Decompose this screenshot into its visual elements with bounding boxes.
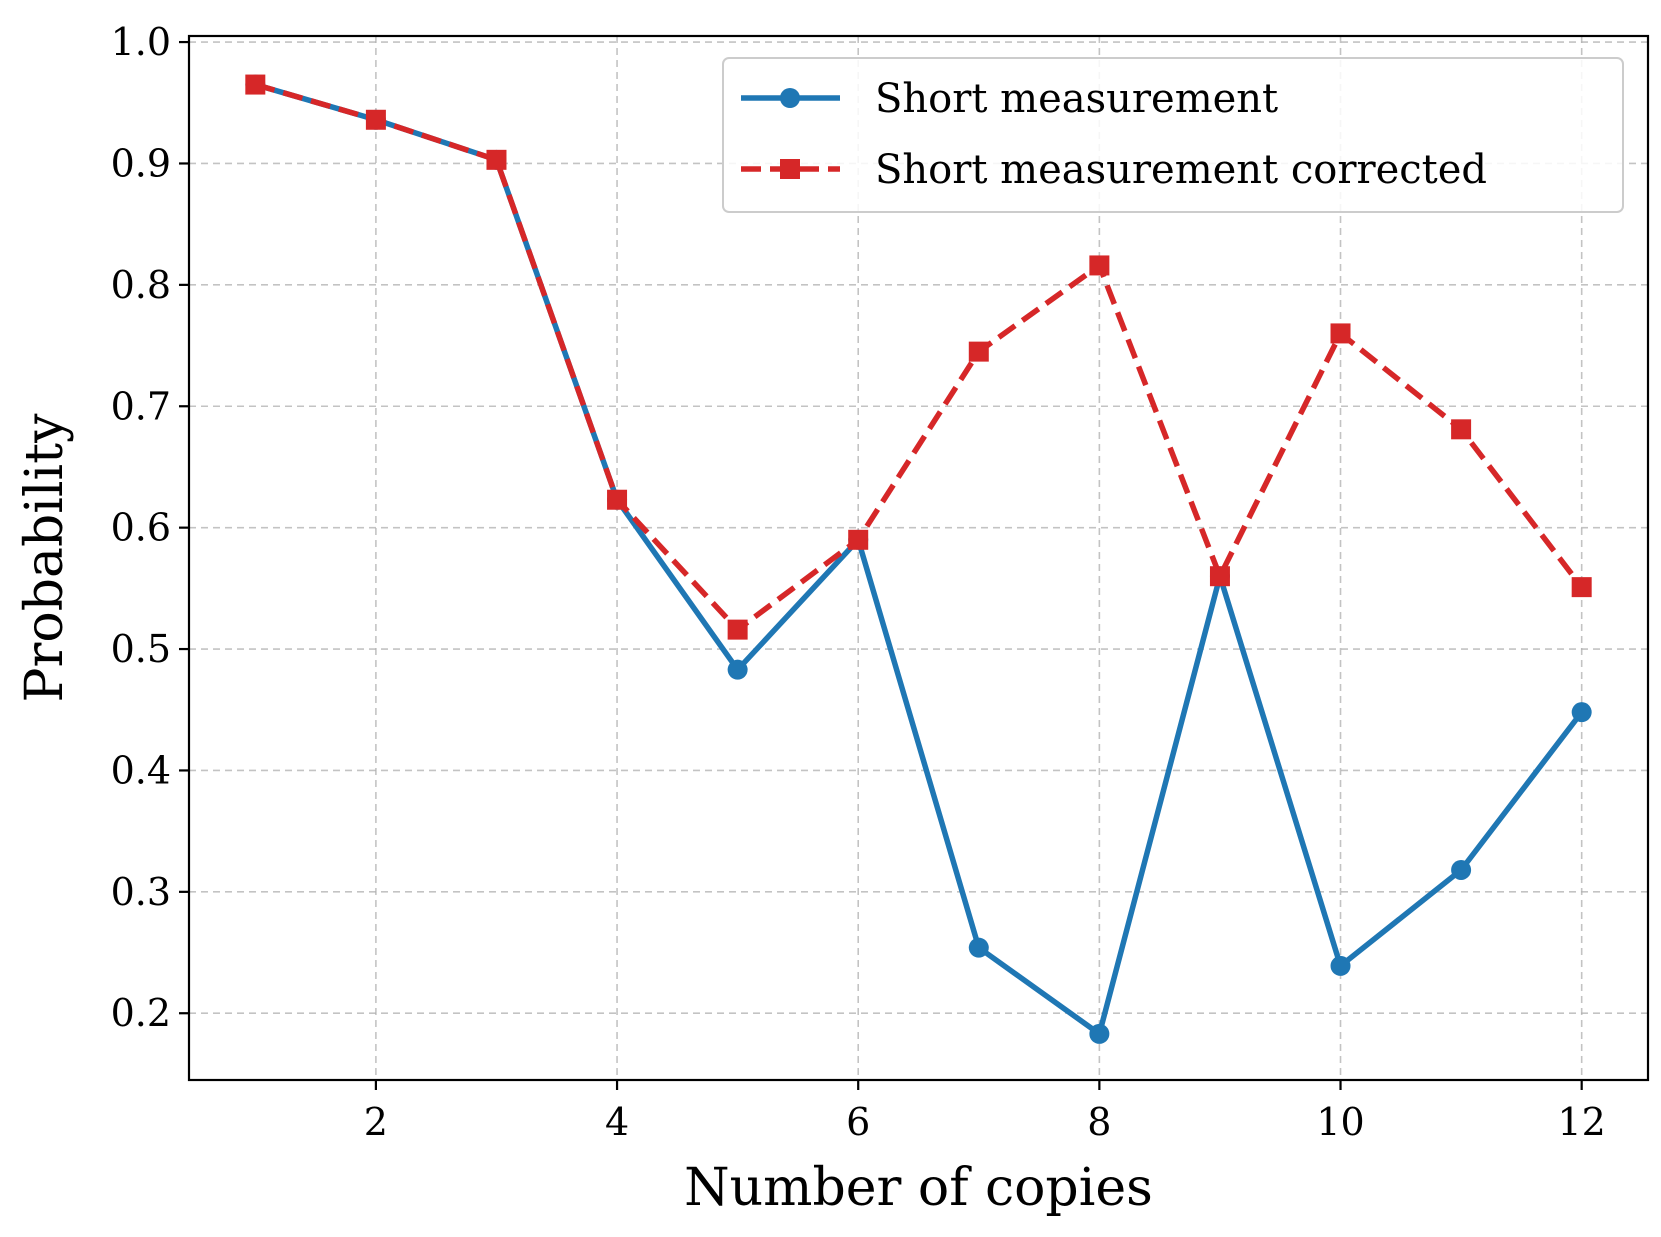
plot-area-frame (187, 34, 1650, 1082)
data-point (968, 341, 989, 362)
series-layer (245, 74, 1592, 1044)
data-point (1571, 577, 1592, 598)
data-point (968, 937, 989, 958)
x-tick-label: 4 (605, 1100, 629, 1144)
data-point (1451, 419, 1472, 440)
x-tick-label: 12 (1558, 1100, 1606, 1144)
legend-entry-1: Short measurement (741, 76, 1278, 122)
data-point (1089, 255, 1110, 276)
data-point (607, 489, 628, 510)
series-2 (245, 74, 1592, 640)
data-point (1571, 702, 1592, 723)
x-tick-label: 8 (1087, 1100, 1111, 1144)
y-tick-label: 0.7 (111, 384, 171, 428)
series-line (254, 81, 1584, 633)
y-tick-label: 0.8 (111, 263, 171, 307)
data-point (486, 149, 507, 170)
y-tick-label: 1.0 (111, 20, 171, 64)
series-line (254, 81, 1584, 1037)
y-tick-label: 0.4 (111, 748, 171, 792)
legend-label: Short measurement (875, 76, 1278, 122)
legend-entries: Short measurement Short measurement corre… (741, 76, 1487, 193)
series-1 (245, 74, 1592, 1044)
data-point (365, 109, 386, 130)
data-point (727, 659, 748, 680)
legend-swatch-marker (780, 159, 800, 179)
x-tick-label: 10 (1316, 1100, 1364, 1144)
y-tick-label: 0.6 (111, 506, 171, 550)
data-point (1330, 955, 1351, 976)
data-point (1451, 859, 1472, 880)
legend: Short measurement Short measurement corre… (722, 57, 1624, 213)
x-tick-label: 2 (364, 1100, 388, 1144)
y-tick-label: 0.5 (111, 627, 171, 671)
y-tick-label: 0.3 (111, 870, 171, 914)
legend-label: Short measurement corrected (875, 147, 1487, 193)
data-point (1209, 566, 1230, 587)
y-tick-label: 0.2 (111, 991, 171, 1035)
y-tick-label: 0.9 (111, 141, 171, 185)
legend-entry-2: Short measurement corrected (741, 147, 1487, 193)
data-point (1089, 1023, 1110, 1044)
legend-swatch-marker (780, 88, 800, 108)
data-point (1330, 323, 1351, 344)
data-point (848, 529, 869, 550)
y-axis-label: Probability (15, 413, 75, 703)
data-point (245, 74, 266, 95)
x-tick-label: 6 (846, 1100, 870, 1144)
legend-box (722, 57, 1624, 213)
x-axis-label: Number of copies (684, 1158, 1153, 1218)
data-point (727, 619, 748, 640)
axis-ticks: 2 4 6 8 10 12 0.2 0.3 0.4 0.5 0.6 0.7 0.8 0.9 1.0 (111, 20, 1606, 1144)
